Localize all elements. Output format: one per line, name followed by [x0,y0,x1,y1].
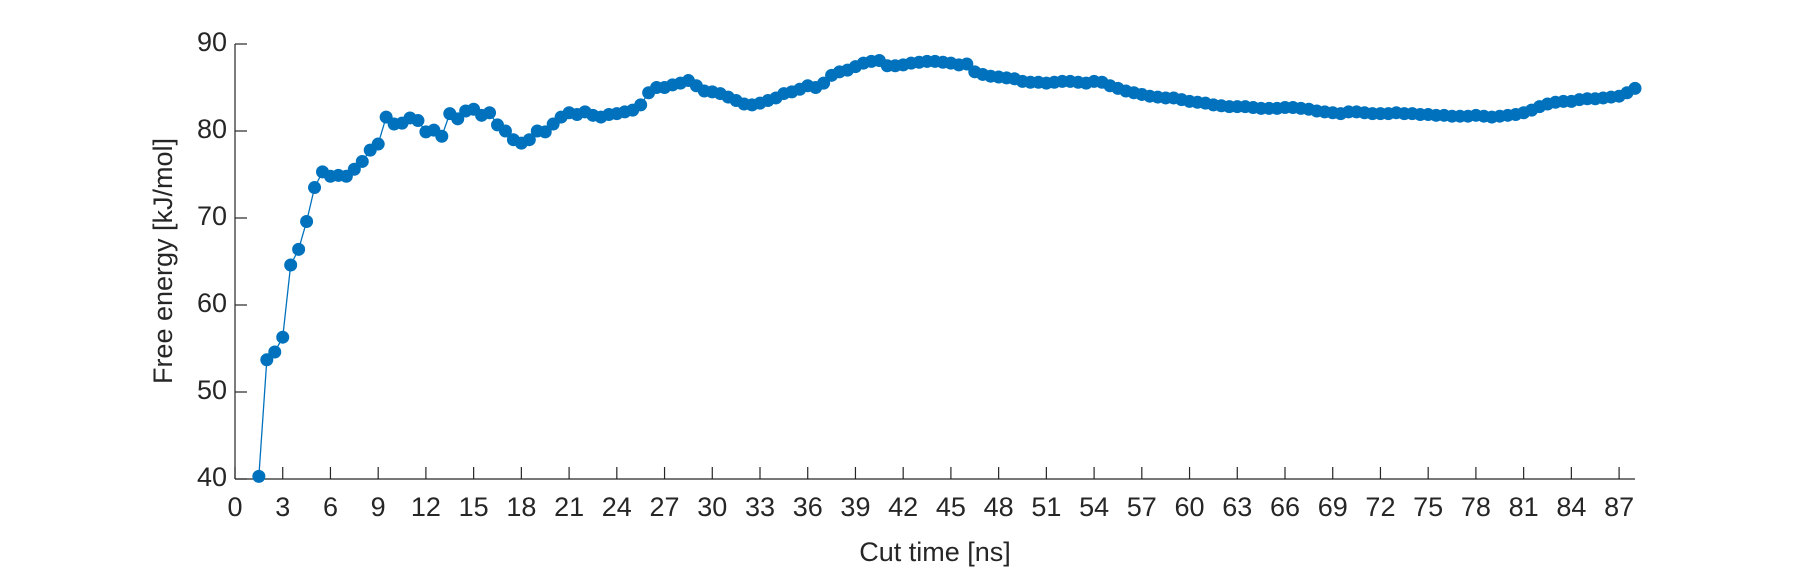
x-tick-label: 78 [1461,492,1491,522]
data-point [817,76,831,90]
x-tick-label: 57 [1127,492,1157,522]
x-tick-label: 21 [554,492,584,522]
x-axis-label: Cut time [ns] [859,537,1011,567]
data-point [284,258,298,272]
data-point [371,137,385,151]
y-axis-label: Free energy [kJ/mol] [148,138,178,384]
data-point [411,114,425,128]
y-tick-label: 60 [197,288,227,318]
data-point [522,133,536,147]
x-tick-label: 3 [275,492,290,522]
series-line [258,59,1636,477]
x-tick-label: 27 [650,492,680,522]
data-point [347,162,361,176]
y-tick-label: 80 [197,114,227,144]
y-tick-label: 40 [197,462,227,492]
x-tick-label: 6 [323,492,338,522]
x-tick-label: 60 [1175,492,1205,522]
x-tick-label: 63 [1222,492,1252,522]
data-point [960,57,974,71]
x-tick-label: 81 [1509,492,1539,522]
data-point [308,181,322,195]
x-tick-label: 0 [227,492,242,522]
data-point [292,242,306,256]
data-point [1628,81,1642,95]
x-tick-label: 33 [745,492,775,522]
data-point [451,112,465,126]
x-tick-label: 66 [1270,492,1300,522]
x-tick-label: 48 [984,492,1014,522]
x-tick-label: 75 [1413,492,1443,522]
x-tick-label: 18 [506,492,536,522]
x-tick-label: 30 [697,492,727,522]
x-tick-label: 42 [888,492,918,522]
data-point [435,129,449,143]
x-tick-label: 51 [1031,492,1061,522]
x-tick-label: 24 [602,492,632,522]
x-tick-label: 39 [840,492,870,522]
data-point [634,98,648,112]
data-point [483,106,497,120]
x-tick-label: 84 [1556,492,1586,522]
x-tick-label: 45 [936,492,966,522]
data-point [538,125,552,139]
x-tick-label: 87 [1604,492,1634,522]
x-tick-label: 54 [1079,492,1109,522]
data-point [355,154,369,168]
y-tick-label: 70 [197,201,227,231]
x-tick-label: 72 [1365,492,1395,522]
data-point [268,345,282,359]
y-tick-label: 50 [197,375,227,405]
x-tick-label: 12 [411,492,441,522]
y-tick-label: 90 [197,27,227,57]
x-tick-label: 15 [459,492,489,522]
x-tick-label: 69 [1318,492,1348,522]
data-point [300,214,314,228]
x-tick-label: 9 [371,492,386,522]
data-point [276,330,290,344]
x-tick-label: 36 [793,492,823,522]
data-point [498,124,512,138]
data-point [252,469,266,483]
data-point [260,353,274,367]
